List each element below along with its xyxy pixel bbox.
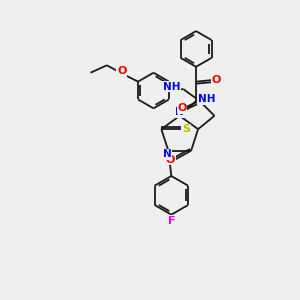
Text: O: O [212,75,221,85]
Text: NH: NH [198,94,215,104]
Text: N: N [163,149,171,159]
Text: NH: NH [163,82,180,92]
Text: S: S [182,124,190,134]
Text: O: O [166,155,175,165]
Text: N: N [175,107,184,117]
Text: F: F [168,216,175,226]
Text: O: O [177,103,186,113]
Text: O: O [117,66,126,76]
